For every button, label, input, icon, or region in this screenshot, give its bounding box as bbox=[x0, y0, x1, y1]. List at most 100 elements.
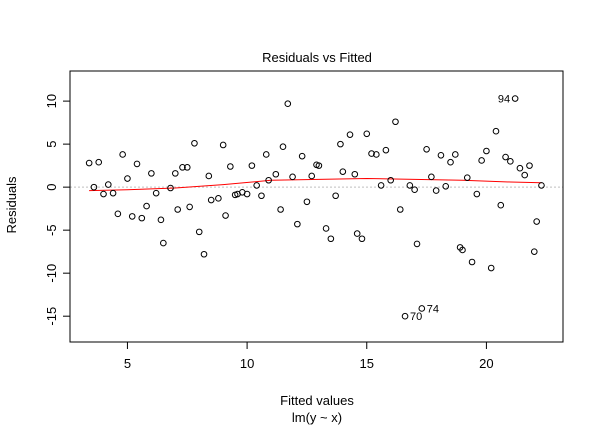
residual-point bbox=[128, 213, 136, 220]
residual-point bbox=[294, 220, 301, 228]
residual-point bbox=[308, 172, 316, 180]
plot-area: 5 10 15 20 -15 -10 -5 0 5 10 94 70 74 bbox=[44, 70, 564, 371]
x-axis-sublabel: lm(y ~ x) bbox=[292, 410, 342, 425]
residual-point bbox=[533, 218, 540, 225]
residual-point bbox=[253, 182, 260, 189]
residual-point bbox=[530, 248, 538, 255]
residual-point bbox=[351, 170, 359, 178]
residual-point bbox=[95, 158, 103, 166]
residual-point bbox=[432, 187, 440, 194]
residual-point bbox=[114, 210, 122, 218]
residual-point bbox=[406, 182, 414, 189]
residual-point bbox=[483, 147, 490, 155]
residual-point bbox=[447, 158, 454, 166]
residual-point bbox=[272, 170, 280, 178]
residual-point bbox=[215, 195, 222, 202]
residual-point bbox=[487, 264, 495, 272]
residual-point bbox=[463, 174, 471, 181]
residual-point bbox=[200, 250, 208, 258]
residual-point bbox=[377, 182, 385, 189]
residual-point bbox=[205, 172, 213, 180]
residual-point bbox=[222, 212, 229, 219]
residual-point bbox=[358, 235, 366, 243]
residual-point bbox=[160, 239, 167, 247]
residual-point bbox=[473, 190, 481, 198]
residual-point bbox=[90, 183, 98, 191]
residual-point bbox=[327, 235, 335, 243]
outlier-label: 70 bbox=[410, 311, 422, 323]
residual-point bbox=[262, 151, 270, 158]
residual-point bbox=[167, 184, 174, 192]
outlier-label: 94 bbox=[498, 94, 510, 106]
residual-point bbox=[152, 189, 160, 197]
residual-point bbox=[346, 131, 354, 138]
residual-point bbox=[492, 127, 500, 135]
y-tick-label: 10 bbox=[44, 94, 59, 108]
residual-point bbox=[332, 192, 339, 200]
residual-point bbox=[363, 130, 371, 138]
outlier-label: 74 bbox=[427, 303, 439, 315]
x-tick-label: 20 bbox=[479, 356, 493, 371]
y-tick-label: -5 bbox=[44, 224, 59, 236]
residual-point bbox=[516, 164, 524, 172]
residual-point bbox=[100, 190, 107, 198]
residual-point bbox=[174, 206, 181, 213]
residual-point bbox=[353, 230, 361, 237]
x-tick-label: 10 bbox=[240, 356, 254, 371]
residual-point bbox=[148, 170, 155, 177]
residual-point bbox=[502, 153, 509, 161]
residual-point bbox=[298, 152, 306, 160]
residual-point bbox=[183, 164, 191, 171]
chart-title: Residuals vs Fitted bbox=[262, 50, 372, 65]
residual-point bbox=[411, 186, 418, 194]
residual-point bbox=[526, 162, 533, 169]
plot-frame bbox=[69, 70, 564, 343]
residual-point bbox=[423, 145, 430, 153]
residual-point bbox=[243, 190, 251, 198]
residual-point bbox=[382, 146, 390, 154]
residual-point bbox=[104, 181, 112, 188]
x-tick-label: 15 bbox=[360, 356, 374, 371]
residual-point bbox=[322, 225, 330, 232]
residual-point bbox=[442, 182, 450, 190]
x-axis-label: Fitted values bbox=[280, 393, 354, 408]
residual-point bbox=[401, 312, 409, 320]
residual-point bbox=[124, 175, 131, 182]
residual-point bbox=[284, 100, 292, 107]
residual-point bbox=[418, 305, 426, 312]
residual-point bbox=[109, 189, 117, 197]
residual-point bbox=[452, 151, 459, 158]
residual-point bbox=[279, 143, 287, 151]
residual-point bbox=[368, 150, 375, 157]
residual-point bbox=[143, 202, 150, 210]
residual-point bbox=[396, 206, 404, 213]
y-axis-label: Residuals bbox=[4, 176, 19, 234]
residual-point bbox=[138, 214, 146, 222]
residual-point bbox=[265, 176, 272, 184]
x-tick-label: 5 bbox=[124, 356, 131, 371]
y-tick-label: 0 bbox=[44, 184, 59, 191]
residual-point bbox=[172, 170, 179, 177]
residual-point bbox=[133, 160, 141, 168]
residual-point bbox=[315, 162, 323, 169]
residual-point bbox=[219, 141, 227, 149]
residual-point bbox=[195, 228, 203, 236]
residual-point bbox=[289, 173, 296, 181]
y-tick-label: -15 bbox=[44, 307, 59, 326]
residual-point bbox=[428, 173, 435, 181]
residual-point bbox=[392, 118, 399, 126]
residual-point bbox=[538, 182, 545, 189]
residual-point bbox=[413, 240, 421, 248]
residual-point bbox=[191, 139, 198, 147]
y-tick-label: 5 bbox=[44, 141, 59, 148]
residual-point bbox=[468, 258, 476, 266]
residual-point bbox=[186, 203, 193, 211]
residual-point bbox=[478, 157, 485, 164]
residual-point bbox=[497, 201, 505, 209]
residual-point bbox=[521, 171, 529, 179]
residual-point bbox=[373, 151, 380, 158]
residual-point bbox=[227, 163, 234, 170]
residual-point bbox=[248, 162, 256, 169]
y-tick-label: -10 bbox=[44, 264, 59, 283]
